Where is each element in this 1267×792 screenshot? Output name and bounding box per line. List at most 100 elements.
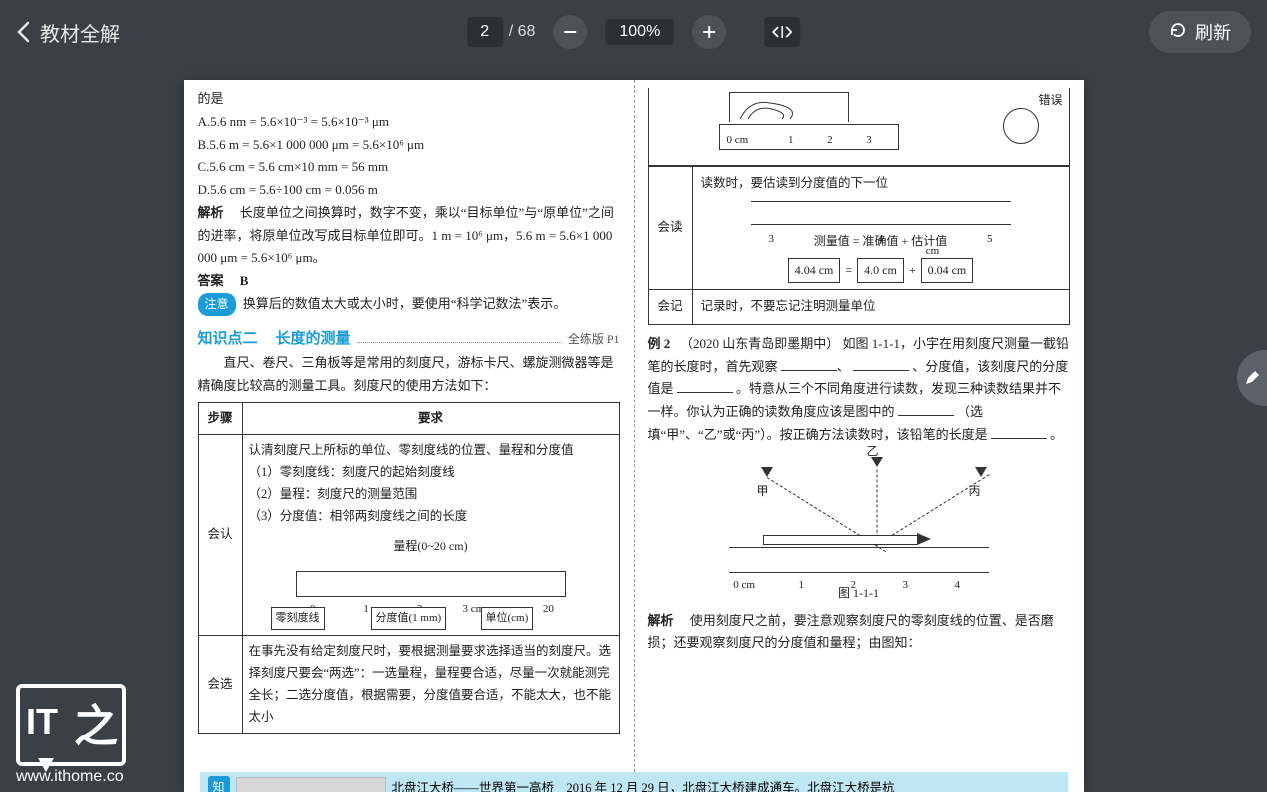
example-label: 例 2 xyxy=(648,336,671,351)
th-req: 要求 xyxy=(242,402,619,435)
eq-sign: = xyxy=(845,263,852,277)
answer-block: 答案 B xyxy=(198,270,620,293)
fr-n2: 2 xyxy=(851,576,857,595)
page-total: / 68 xyxy=(509,23,536,41)
blank-2 xyxy=(677,379,733,393)
step-select-text: 在事先没有给定刻度尺时，要根据测量要求选择适当的刻度尺。选择刻度尺要会“两选”：… xyxy=(242,635,619,734)
row-read: 会读 读数时，要估读到分度值的下一位 3 4 5 cm 测量值 = 准确值 + … xyxy=(648,166,1070,290)
fit-width-button[interactable] xyxy=(764,17,800,47)
blank-1b xyxy=(853,357,909,371)
fig-caption: 图 1-1-1 xyxy=(648,583,1070,604)
option-a: A.5.6 nm = 5.6×10⁻³ = 5.6×10⁻³ μm xyxy=(198,111,620,134)
toolbar-center: 2 / 68 100% xyxy=(467,15,801,49)
object-outline xyxy=(729,92,849,122)
page-indicator: 2 / 68 xyxy=(467,17,536,47)
refresh-label: 刷新 xyxy=(1195,19,1231,45)
tr-n2: 2 xyxy=(827,131,833,150)
r1-l3: （2）量程：刻度尺的测量范围 xyxy=(249,484,613,506)
rr-n1: 4 xyxy=(878,230,884,249)
formula-boxes: 4.04 cm = 4.0 cm + 0.04 cm xyxy=(701,258,1061,283)
pen-icon xyxy=(1243,369,1261,387)
top-ruler-bar: 0 cm 1 2 3 xyxy=(719,124,899,150)
example-block: 例 2 （2020 山东青岛即墨期中） 如图 1-1-1，小宇在用刻度尺测量一截… xyxy=(648,333,1070,447)
fingerprint-icon xyxy=(730,93,850,123)
plus-sign: + xyxy=(909,263,916,277)
label-division: 分度值(1 mm) xyxy=(371,607,447,630)
kp-index: 知识点二 xyxy=(198,326,258,352)
ruler1-n4: 20 xyxy=(543,600,554,619)
read-content: 读数时，要估读到分度值的下一位 3 4 5 cm 测量值 = 准确值 + 估计值… xyxy=(693,167,1069,289)
row-record: 会记 记录时，不要忘记注明测量单位 xyxy=(648,290,1070,325)
record-text: 记录时，不要忘记注明测量单位 xyxy=(693,290,1069,324)
right-analysis-label: 解析 xyxy=(648,613,674,628)
watermark-logo-text: IT xyxy=(26,701,58,743)
back-icon xyxy=(16,21,30,43)
footer-icon: 知 xyxy=(208,776,230,792)
zoom-level[interactable]: 100% xyxy=(605,19,674,45)
r1-l4: （3）分度值：相邻两刻度线之间的长度 xyxy=(249,506,613,528)
right-analysis-text: 使用刻度尺之前，要注意观察刻度尺的零刻度线的位置、是否磨损；还要观察刻度尺的分度… xyxy=(648,613,1054,651)
arrow-bing xyxy=(975,467,987,477)
option-d: D.5.6 cm = 5.6÷100 cm = 0.056 m xyxy=(198,179,620,202)
figure-1-1-1: 甲 乙 丙 0 cm 1 2 3 4 xyxy=(709,461,1009,581)
blank-1 xyxy=(781,357,837,371)
err-label-1: 错误 xyxy=(1038,90,1062,111)
lbl-jia: 甲 xyxy=(757,481,769,502)
answer-value: B xyxy=(240,273,249,288)
pdf-page: 的是 A.5.6 nm = 5.6×10⁻³ = 5.6×10⁻³ μm B.5… xyxy=(184,80,1084,792)
pdf-toolbar: 教材全解 2 / 68 100% 刷新 xyxy=(0,0,1267,64)
pencil-body xyxy=(763,535,918,545)
footer-strip: 知 北盘江大桥——世界第一高桥 2016 年 12 月 29 日，北盘江大桥建成… xyxy=(200,772,1068,792)
read-ruler: 3 4 5 cm xyxy=(731,201,1031,225)
refresh-button[interactable]: 刷新 xyxy=(1149,11,1251,53)
footer-thumb xyxy=(236,777,386,792)
footer-text: 北盘江大桥——世界第一高桥 2016 年 12 月 29 日，北盘江大桥建成通车… xyxy=(392,777,895,792)
annotate-button[interactable] xyxy=(1237,350,1267,406)
box-estimate: 0.04 cm xyxy=(921,258,974,283)
label-zero-line: 零刻度线 xyxy=(271,607,325,630)
fr-n0: 0 cm xyxy=(733,576,755,595)
analysis-text: 长度单位之间换算时，数字不变，乘以“目标单位”与“原单位”之间的进率，将原单位改… xyxy=(198,205,614,266)
back-button[interactable]: 教材全解 xyxy=(16,18,120,47)
blank-3 xyxy=(898,402,954,416)
analysis-block: 解析 长度单位之间换算时，数字不变，乘以“目标单位”与“原单位”之间的进率，将原… xyxy=(198,202,620,270)
ruler-diagram-1: 量程(0~20 cm) 0 1 2 3 cm 20 零刻度线 分度值(1 mm)… xyxy=(271,536,591,626)
r1-l1: 认清刻度尺上所标的单位、零刻度线的位置、量程和分度值 xyxy=(249,440,613,462)
zoom-out-button[interactable] xyxy=(553,15,587,49)
tr-n0: 0 cm xyxy=(726,131,748,150)
box-accurate: 4.0 cm xyxy=(857,258,904,283)
ruler1-caption: 量程(0~20 cm) xyxy=(271,536,591,557)
watermark: IT 之 www.ithome.co xyxy=(16,684,126,786)
right-analysis: 解析 使用刻度尺之前，要注意观察刻度尺的零刻度线的位置、是否磨损；还要观察刻度尺… xyxy=(648,610,1070,656)
step-recognize-content: 认清刻度尺上所标的单位、零刻度线的位置、量程和分度值 （1）零刻度线：刻度尺的起… xyxy=(242,435,619,636)
option-c: C.5.6 cm = 5.6 cm×10 mm = 56 mm xyxy=(198,156,620,179)
watermark-tail xyxy=(38,758,54,772)
blank-4 xyxy=(991,425,1047,439)
column-divider xyxy=(634,80,635,782)
lbl-yi: 乙 xyxy=(867,441,879,462)
watermark-decor: 之 xyxy=(74,690,116,754)
record-label: 会记 xyxy=(649,290,693,324)
left-column: 的是 A.5.6 nm = 5.6×10⁻³ = 5.6×10⁻³ μm B.5… xyxy=(184,80,634,792)
kp-title: 长度的测量 xyxy=(276,326,351,352)
kp-paragraph: 直尺、卷尺、三角板等是常用的刻度尺，游标卡尺、螺旋测微器等是精确度比较高的测量工… xyxy=(198,352,620,398)
note-pill: 注意 xyxy=(198,293,236,316)
right-column: 0 cm 1 2 3 错误 会读 读数时，要估读到分度值的下一位 3 4 5 xyxy=(634,80,1084,792)
pencil-tip xyxy=(917,533,931,545)
refresh-icon xyxy=(1169,21,1187,44)
stem-fragment: 的是 xyxy=(198,88,620,111)
fr-n1: 1 xyxy=(799,576,805,595)
step-select: 会选 xyxy=(198,635,242,734)
ruler1-bar: 0 1 2 3 cm 20 xyxy=(296,571,566,597)
box-total: 4.04 cm xyxy=(788,258,841,283)
top-partial-figure: 0 cm 1 2 3 错误 xyxy=(648,88,1070,166)
zoom-in-button[interactable] xyxy=(692,15,726,49)
fr-n4: 4 xyxy=(955,576,961,595)
option-b: B.5.6 m = 5.6×1 000 000 μm = 5.6×10⁶ μm xyxy=(198,134,620,157)
th-step: 步骤 xyxy=(198,402,242,435)
tr-n1: 1 xyxy=(788,131,794,150)
rr-n2: 5 xyxy=(987,230,993,249)
page-current-input[interactable]: 2 xyxy=(467,17,503,47)
tr-n3: 3 xyxy=(866,131,872,150)
fig-ruler: 0 cm 1 2 3 4 xyxy=(729,547,989,573)
